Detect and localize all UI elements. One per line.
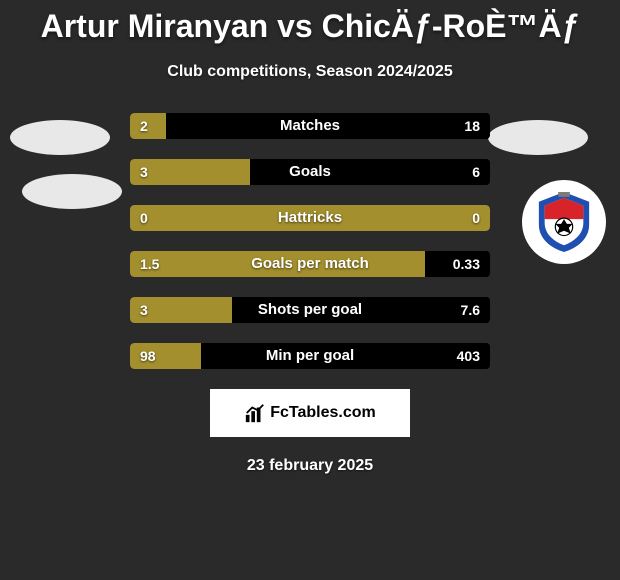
stat-value-right: 403 xyxy=(457,343,480,369)
footer-brand-text: FcTables.com xyxy=(270,404,376,422)
brand-icon xyxy=(244,402,266,424)
stat-value-right: 0.33 xyxy=(453,251,480,277)
bar-right xyxy=(250,159,490,185)
stat-value-right: 0 xyxy=(472,205,480,231)
player-left-avatar-2 xyxy=(22,174,122,209)
footer-brand-box: FcTables.com xyxy=(210,389,410,437)
stat-row: Matches218 xyxy=(130,113,490,139)
stat-value-left: 0 xyxy=(140,205,148,231)
bar-right xyxy=(232,297,490,323)
stats-bars: Matches218Goals36Hattricks00Goals per ma… xyxy=(130,113,490,369)
date-text: 23 february 2025 xyxy=(0,457,620,475)
stat-row: Goals36 xyxy=(130,159,490,185)
page-title: Artur Miranyan vs ChicÄƒ-RoÈ™Äƒ xyxy=(0,0,620,45)
stat-row: Min per goal98403 xyxy=(130,343,490,369)
stat-value-left: 3 xyxy=(140,159,148,185)
stat-row: Shots per goal37.6 xyxy=(130,297,490,323)
stat-value-left: 98 xyxy=(140,343,156,369)
stat-value-left: 3 xyxy=(140,297,148,323)
player-left-avatar-1 xyxy=(10,120,110,155)
stat-row: Hattricks00 xyxy=(130,205,490,231)
bar-left xyxy=(130,205,490,231)
stat-value-left: 1.5 xyxy=(140,251,159,277)
stat-value-right: 6 xyxy=(472,159,480,185)
stat-value-right: 7.6 xyxy=(461,297,480,323)
stat-row: Goals per match1.50.33 xyxy=(130,251,490,277)
bar-right xyxy=(166,113,490,139)
shield-icon xyxy=(535,190,593,254)
bar-right xyxy=(201,343,490,369)
subtitle: Club competitions, Season 2024/2025 xyxy=(0,63,620,81)
stat-value-left: 2 xyxy=(140,113,148,139)
club-logo-right xyxy=(522,180,606,264)
stat-value-right: 18 xyxy=(464,113,480,139)
bar-left xyxy=(130,113,166,139)
bar-left xyxy=(130,251,425,277)
player-right-avatar xyxy=(488,120,588,155)
